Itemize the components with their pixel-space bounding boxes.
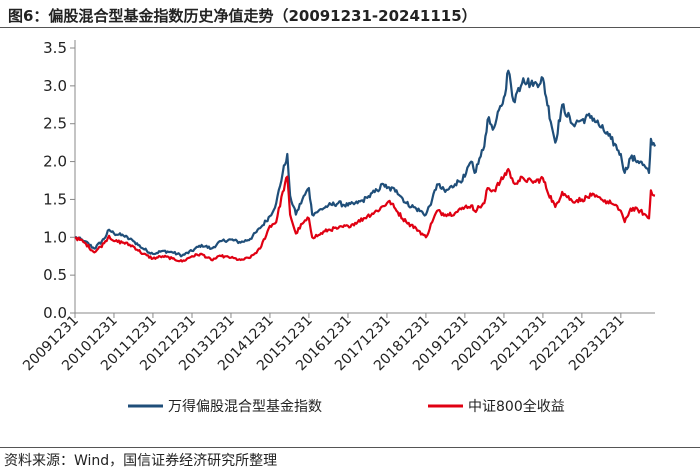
y-tick-label: 2.5 xyxy=(43,115,67,133)
series-line-1 xyxy=(74,69,657,258)
title-divider xyxy=(0,27,700,28)
y-tick-label: 3.5 xyxy=(43,39,67,57)
y-tick-label: 2.0 xyxy=(43,153,67,171)
chart-title: 图6：偏股混合型基金指数历史净值走势（20091231-20241115） xyxy=(8,7,477,25)
series-layer xyxy=(74,69,657,263)
y-tick-label: 3.0 xyxy=(43,77,67,95)
legend-label-1: 万得偏股混合型基金指数 xyxy=(168,398,322,415)
source-note: 资料来源：Wind，国信证券经济研究所整理 xyxy=(4,453,278,469)
y-tick-label: 1.5 xyxy=(43,190,67,208)
y-tick-label: 0.0 xyxy=(43,304,67,322)
series-line-2 xyxy=(74,168,656,263)
y-tick-label: 1.0 xyxy=(43,228,67,246)
y-tick-label: 0.5 xyxy=(43,266,67,284)
source-divider xyxy=(0,447,700,448)
line-chart: 0.0 0.5 1.0 1.5 2.0 2.5 3.0 3.5 200912312010123… xyxy=(20,39,657,415)
legend: 万得偏股混合型基金指数 中证800全收益 xyxy=(128,398,565,415)
y-axis: 0.0 0.5 1.0 1.5 2.0 2.5 3.0 3.5 xyxy=(43,39,76,322)
x-axis: 2009123120101231201112312012123120131231… xyxy=(20,312,655,374)
legend-label-2: 中证800全收益 xyxy=(468,398,565,415)
